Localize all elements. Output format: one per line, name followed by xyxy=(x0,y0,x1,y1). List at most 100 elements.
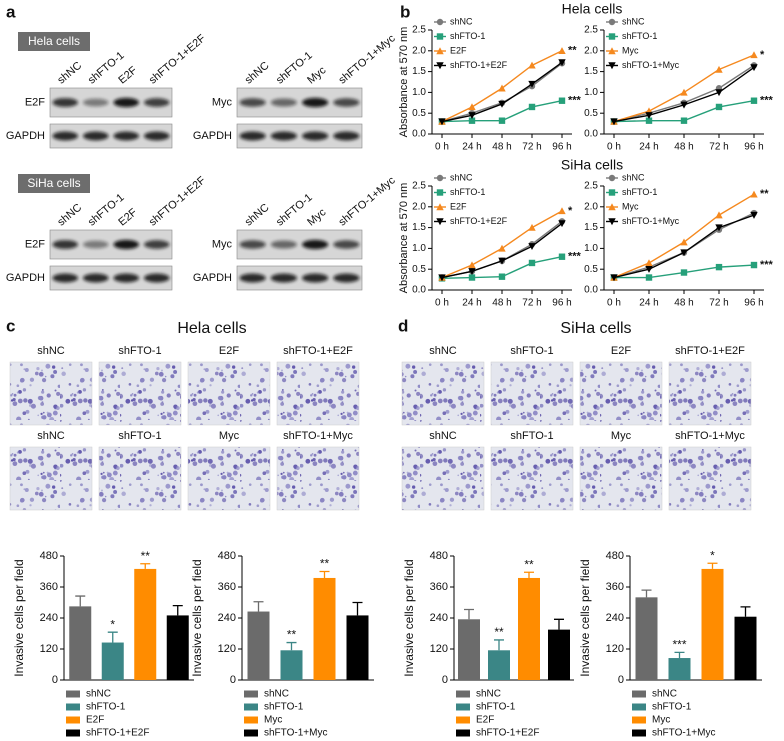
error-bar xyxy=(674,651,685,659)
marker xyxy=(750,51,758,59)
cell-line-box xyxy=(18,32,90,51)
marker xyxy=(468,268,476,275)
marker xyxy=(468,112,476,119)
marker xyxy=(608,218,616,226)
marker xyxy=(468,274,476,281)
micrograph-label: shNC xyxy=(429,345,457,357)
y-tick-label: 2.0 xyxy=(412,201,426,212)
legend-swatch xyxy=(632,690,646,698)
band xyxy=(302,131,329,141)
lane-label: shFTO-1+E2F xyxy=(147,32,208,86)
y-tick-label: 0 xyxy=(618,674,624,686)
bar xyxy=(518,577,540,680)
x-tick-label: 96 h xyxy=(552,142,571,153)
lane-label: shNC xyxy=(243,60,272,87)
marker xyxy=(680,101,688,109)
x-tick-label: 96 h xyxy=(744,142,763,153)
error-bar xyxy=(172,604,183,616)
x-tick-label: 48 h xyxy=(492,298,511,309)
blot-row-label: Myc xyxy=(212,238,233,250)
legend-swatch xyxy=(244,690,258,698)
marker xyxy=(436,218,444,226)
micrograph-label: shFTO-1+Myc xyxy=(283,430,353,442)
error-bar xyxy=(494,639,504,651)
y-tick-label: 240 xyxy=(606,612,624,624)
y-axis-label: Absorbance at 570 nm xyxy=(398,27,410,138)
band xyxy=(270,131,297,141)
x-tick-label: 0 h xyxy=(607,142,621,153)
legend-label: E2F xyxy=(86,715,104,726)
band xyxy=(302,239,329,250)
band xyxy=(113,131,140,141)
legend-swatch xyxy=(632,729,646,737)
marker xyxy=(528,223,536,231)
marker xyxy=(680,88,688,96)
marker xyxy=(750,190,758,198)
micrograph xyxy=(668,446,752,511)
bar xyxy=(701,568,724,680)
micrograph xyxy=(401,446,485,511)
y-tick-label: 0.5 xyxy=(584,264,598,275)
y-tick-label: 1.5 xyxy=(412,66,426,77)
y-tick-label: 2.0 xyxy=(584,201,598,212)
band xyxy=(239,273,266,283)
blot-row-label: GAPDH xyxy=(193,130,232,142)
marker xyxy=(558,253,566,260)
y-tick-label: 360 xyxy=(606,581,624,593)
band xyxy=(302,273,329,283)
x-tick-label: 0 h xyxy=(435,298,449,309)
bar xyxy=(734,616,757,680)
legend-label: shFTO-1+Myc xyxy=(622,216,680,226)
marker xyxy=(680,269,688,276)
band xyxy=(333,98,360,107)
x-tick-label: 0 h xyxy=(607,298,621,309)
y-tick-label: 1.5 xyxy=(412,222,426,233)
marker xyxy=(528,61,536,69)
y-tick-label: 0.5 xyxy=(584,108,598,119)
marker xyxy=(558,59,566,67)
lane-label: shNC xyxy=(55,60,84,87)
significance: *** xyxy=(760,259,774,271)
bar xyxy=(134,568,157,680)
legend-swatch xyxy=(66,729,80,737)
legend-label: shFTO-1 xyxy=(450,187,485,197)
marker xyxy=(498,257,506,265)
marker xyxy=(436,33,444,40)
y-tick-label: 0.5 xyxy=(412,108,426,119)
marker xyxy=(610,274,618,282)
legend-label: shFTO-1+E2F xyxy=(450,216,508,226)
legend-swatch xyxy=(244,703,258,711)
marker xyxy=(528,259,536,267)
legend-label: shNC xyxy=(450,172,473,182)
lane-label: shNC xyxy=(243,202,272,229)
error-bar xyxy=(464,608,474,620)
y-tick-label: 0 xyxy=(52,674,58,686)
significance: ** xyxy=(320,557,330,571)
marker xyxy=(645,274,653,281)
legend-swatch xyxy=(244,729,258,737)
bar xyxy=(69,606,92,680)
marker xyxy=(645,112,653,119)
band xyxy=(239,98,266,107)
bar xyxy=(280,650,303,680)
bar xyxy=(166,615,189,680)
micrograph-label: shFTO-1+Myc xyxy=(675,430,745,442)
band xyxy=(82,98,109,107)
marker xyxy=(436,189,444,196)
chart-title: SiHa cells xyxy=(561,157,623,173)
micrograph xyxy=(98,446,182,511)
legend-label: shNC xyxy=(450,16,473,26)
micrograph xyxy=(187,446,271,511)
lane-label: E2F xyxy=(116,206,139,228)
legend-label: shFTO-1 xyxy=(622,187,657,197)
legend-label: shFTO-1+E2F xyxy=(86,728,149,739)
marker xyxy=(715,211,723,219)
band xyxy=(270,240,297,249)
marker xyxy=(608,18,616,26)
x-tick-label: 96 h xyxy=(552,298,571,309)
legend-label: E2F xyxy=(476,715,494,726)
error-bar xyxy=(554,618,564,630)
micrograph xyxy=(401,361,485,426)
blot-row-label: GAPDH xyxy=(6,272,45,284)
lane-label: shFTO-1+Myc xyxy=(336,32,398,86)
